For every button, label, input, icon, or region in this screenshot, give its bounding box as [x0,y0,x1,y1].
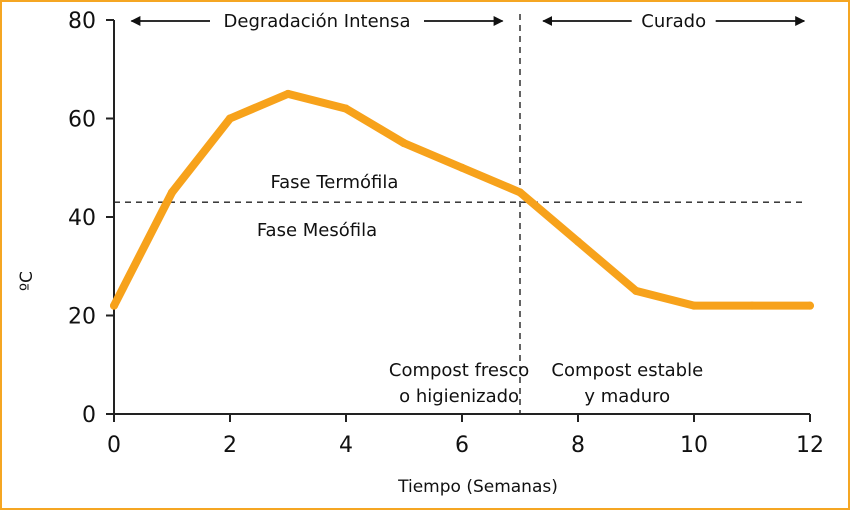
annotation-compost-fresco-line2: o higienizado [399,386,519,407]
data-point [574,237,582,246]
y-tick-label: 20 [68,305,96,330]
x-tick-label: 0 [107,433,121,458]
data-point [168,188,176,197]
x-tick-label: 10 [680,433,708,458]
data-point [226,114,234,123]
x-tick-label: 12 [796,433,824,458]
label-fase-mesofila: Fase Mesófila [257,220,377,241]
data-point [632,286,640,295]
data-point [690,301,698,310]
data-point [806,301,814,310]
data-point [748,301,756,310]
y-tick-label: 40 [68,206,96,231]
data-point [458,163,466,172]
y-tick-label: 0 [82,403,96,428]
y-axis-title: ºC [17,271,37,291]
x-tick-label: 2 [223,433,237,458]
label-fase-termofila: Fase Termófila [270,172,398,193]
y-tick-label: 80 [68,9,96,34]
data-point [284,89,292,98]
data-point [516,188,524,197]
annotation-compost-estable-line1: Compost estable [551,360,703,381]
temperature-points [110,89,814,310]
data-point [110,301,118,310]
annotation-compost-fresco-line1: Compost fresco [389,360,529,381]
annotation-compost-estable-line2: y maduro [584,386,670,407]
x-axis-title: Tiempo (Semanas) [397,477,558,497]
y-tick-label: 60 [68,108,96,133]
phase-label-curado: Curado [641,11,706,32]
phase-label-degradacion: Degradación Intensa [224,11,411,32]
y-axis-ticks: 0 20 40 60 80 [68,9,114,428]
x-tick-label: 4 [339,433,353,458]
x-tick-label: 6 [455,433,469,458]
x-tick-label: 8 [571,433,585,458]
data-point [342,104,350,113]
temperature-series-line [110,89,814,310]
x-axis-ticks: 0 2 4 6 8 10 12 [107,414,824,458]
data-point [400,139,408,148]
